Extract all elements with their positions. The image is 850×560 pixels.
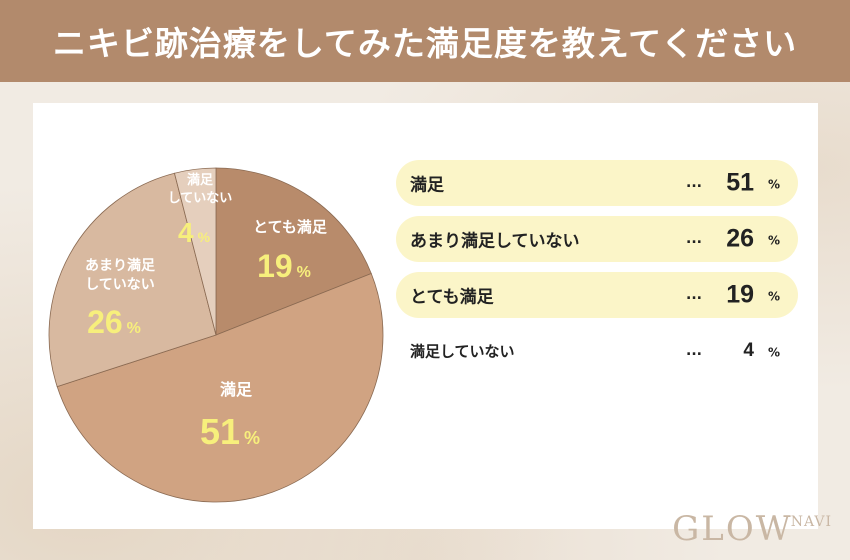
legend-row-2: あまり満足していない ... 26 % bbox=[396, 216, 798, 262]
slice-label: 満足 bbox=[187, 172, 214, 188]
legend-label: あまり満足していない bbox=[410, 231, 580, 252]
title-banner: ニキビ跡治療をしてみた満足度を教えてください bbox=[0, 0, 850, 82]
legend-value: 4 bbox=[743, 340, 754, 361]
legend-percent-sign: % bbox=[767, 345, 780, 360]
legend-label: とても満足 bbox=[410, 287, 494, 308]
slice-label: していない bbox=[168, 191, 233, 206]
pie-slice bbox=[173, 167, 217, 336]
slice-value: 4% bbox=[178, 217, 211, 248]
legend-dots: ... bbox=[686, 343, 702, 359]
legend-percent-sign: % bbox=[767, 177, 780, 192]
page-title: ニキビ跡治療をしてみた満足度を教えてください bbox=[52, 24, 798, 63]
pie-slice bbox=[48, 172, 217, 388]
slice-label: あまり満足 bbox=[85, 257, 156, 274]
legend-percent-sign: % bbox=[767, 289, 780, 304]
legend-row-4: 満足していない ... 4 % bbox=[396, 328, 798, 374]
slice-label: 満足 bbox=[220, 380, 253, 399]
logo-sub: NAVI bbox=[790, 514, 832, 530]
legend-label: 満足 bbox=[410, 175, 444, 196]
pie-slice bbox=[215, 167, 372, 336]
slice-value: 26% bbox=[87, 304, 141, 340]
legend-row-1: 満足 ... 51 % bbox=[396, 160, 798, 206]
slice-label: していない bbox=[85, 277, 155, 293]
legend: 満足 ... 51 % あまり満足していない ... 26 % とても満足 ..… bbox=[396, 160, 798, 384]
legend-row-3: とても満足 ... 19 % bbox=[396, 272, 798, 318]
legend-dots: ... bbox=[686, 231, 702, 247]
legend-value: 26 bbox=[726, 224, 754, 253]
legend-label: 満足していない bbox=[410, 342, 515, 361]
pie-slice bbox=[56, 273, 384, 503]
legend-dots: ... bbox=[686, 175, 702, 191]
slice-value: 51% bbox=[200, 411, 260, 452]
legend-value: 19 bbox=[726, 280, 754, 309]
slice-label: とても満足 bbox=[253, 218, 328, 236]
slice-value: 19% bbox=[257, 248, 311, 284]
logo-main: GLOW bbox=[672, 509, 793, 549]
glow-navi-logo: GLOWNAVI bbox=[672, 512, 832, 546]
legend-dots: ... bbox=[686, 287, 702, 303]
legend-percent-sign: % bbox=[767, 233, 780, 248]
legend-value: 51 bbox=[726, 168, 754, 197]
